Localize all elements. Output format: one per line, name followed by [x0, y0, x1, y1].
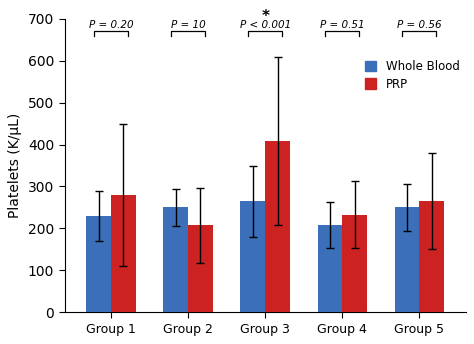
Bar [318, 225, 342, 312]
Text: *: * [261, 9, 269, 24]
Text: P = 0.51: P = 0.51 [320, 20, 365, 30]
Bar [419, 201, 444, 312]
Text: P = 10: P = 10 [171, 20, 205, 30]
Bar [342, 215, 367, 312]
Bar [86, 216, 111, 312]
Bar [111, 195, 136, 312]
Y-axis label: Platelets (K/μL): Platelets (K/μL) [9, 113, 22, 218]
Text: P < 0.001: P < 0.001 [239, 20, 291, 30]
Bar [164, 207, 188, 312]
Bar [265, 141, 290, 312]
Bar [395, 207, 419, 312]
Legend: Whole Blood, PRP: Whole Blood, PRP [365, 60, 460, 90]
Text: P = 0.56: P = 0.56 [397, 20, 442, 30]
Bar [240, 201, 265, 312]
Text: P = 0.20: P = 0.20 [89, 20, 133, 30]
Bar [188, 225, 213, 312]
